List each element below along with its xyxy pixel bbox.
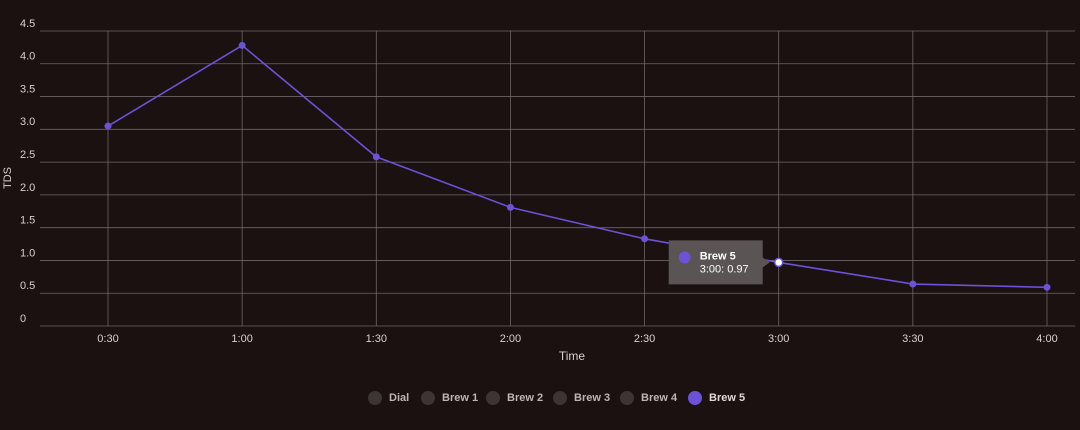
x-axis-title: Time [559,349,586,363]
series-line [107,44,1048,289]
y-tick-label: 2.0 [20,182,35,194]
data-point [1043,283,1051,291]
y-tick-label: 4.0 [20,51,35,63]
legend: Dial Brew 1 Brew 2 Brew 3 Brew 4 Brew 5 [368,391,745,405]
hover-point [773,257,784,268]
tooltip-part: 0.97 [727,263,748,275]
data-point [238,41,246,49]
y-tick-label: 1.5 [20,215,35,227]
x-tick-label: 1:30 [366,333,387,345]
legend-swatch [553,391,567,405]
tooltip-part: 3:00 [700,263,721,275]
legend-item[interactable]: Brew 4 [620,391,678,405]
x-tick-label: 2:30 [634,333,655,345]
legend-label: Brew 3 [574,392,610,404]
data-point [104,122,112,130]
legend-item[interactable]: Brew 3 [553,391,610,405]
legend-label: Dial [389,392,409,404]
x-tick-label: 4:00 [1036,333,1057,345]
tooltip-swatch [678,251,691,264]
legend-item[interactable]: Brew 5 [688,391,745,405]
legend-swatch [486,391,500,405]
legend-item[interactable]: Brew 2 [486,391,543,405]
x-tick-label: 3:30 [902,333,923,345]
legend-label: Brew 4 [641,392,678,404]
x-tick-label: 1:00 [231,333,252,345]
y-tick-label: 4.5 [20,18,35,30]
legend-swatch [368,391,382,405]
tooltip: Brew 53:00: 0.97 [668,240,770,285]
tooltip-value: 3:00: 0.97 [700,263,749,275]
tooltip-title: Brew 5 [700,250,736,262]
legend-label: Brew 2 [507,392,543,404]
y-axis-title: TDS [2,167,14,189]
x-tick-label: 2:00 [500,333,521,345]
legend-item[interactable]: Dial [368,391,409,405]
x-tick-label: 0:30 [97,333,118,345]
tooltip-part: : [721,263,727,275]
legend-swatch [421,391,435,405]
legend-swatch [620,391,634,405]
legend-label: Brew 1 [442,392,478,404]
data-point [909,280,917,288]
data-point [372,153,380,161]
data-point [506,203,514,211]
data-point [641,235,649,243]
x-tick-label: 3:00 [768,333,789,345]
y-tick-label: 1.0 [20,247,35,259]
legend-label: Brew 5 [709,392,745,404]
y-tick-label: 3.0 [20,116,35,128]
y-tick-label: 2.5 [20,149,35,161]
y-tick-label: 3.5 [20,83,35,95]
tooltip-box [668,240,770,285]
legend-item[interactable]: Brew 1 [421,391,478,405]
y-tick-label: 0 [20,313,26,325]
legend-swatch [688,391,702,405]
plot: 0 0.5 1.0 1.5 2.0 2.5 3.0 3.5 4.0 4.5 0:30 1:00 1:30… [20,18,1075,345]
y-tick-label: 0.5 [20,280,35,292]
